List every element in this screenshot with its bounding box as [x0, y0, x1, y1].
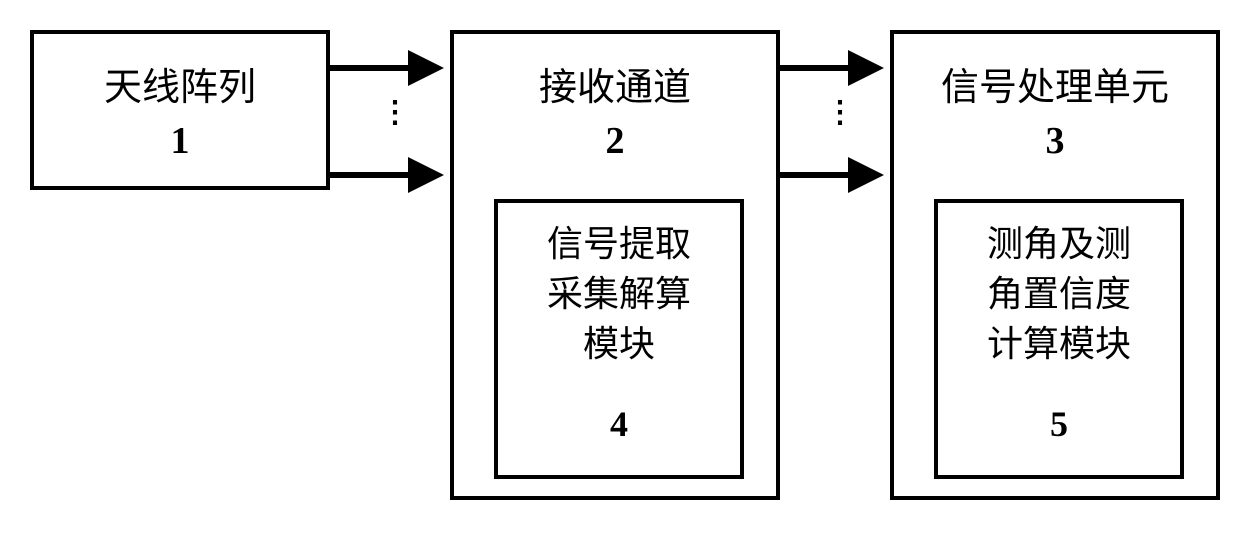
inner-number: 4: [498, 403, 740, 445]
inner-label-line: 模块: [498, 321, 740, 368]
inner-label-line: 角置信度: [938, 271, 1180, 318]
node-number: 3: [894, 119, 1216, 163]
node-angle-confidence-module: 测角及测 角置信度 计算模块 5: [934, 199, 1184, 479]
node-number: 2: [454, 119, 776, 163]
node-antenna-array: 天线阵列 1: [30, 30, 330, 190]
node-label: 信号处理单元: [894, 64, 1216, 113]
ellipsis-icon: ⋮: [825, 95, 856, 130]
block-diagram: 天线阵列 1 接收通道 2 信号提取 采集解算 模块 4 信号处理单元 3 测角…: [30, 30, 1210, 520]
inner-label-line: 采集解算: [498, 271, 740, 318]
inner-number: 5: [938, 403, 1180, 445]
node-label: 天线阵列: [34, 64, 326, 113]
inner-label-line: 计算模块: [938, 321, 1180, 368]
ellipsis-icon: ⋮: [380, 95, 411, 130]
node-signal-processing-unit: 信号处理单元 3 测角及测 角置信度 计算模块 5: [890, 30, 1220, 500]
inner-label-line: 测角及测: [938, 221, 1180, 268]
node-receive-channel: 接收通道 2 信号提取 采集解算 模块 4: [450, 30, 780, 500]
node-signal-extract-module: 信号提取 采集解算 模块 4: [494, 199, 744, 479]
node-number: 1: [34, 119, 326, 163]
node-label: 接收通道: [454, 64, 776, 113]
inner-label-line: 信号提取: [498, 221, 740, 268]
